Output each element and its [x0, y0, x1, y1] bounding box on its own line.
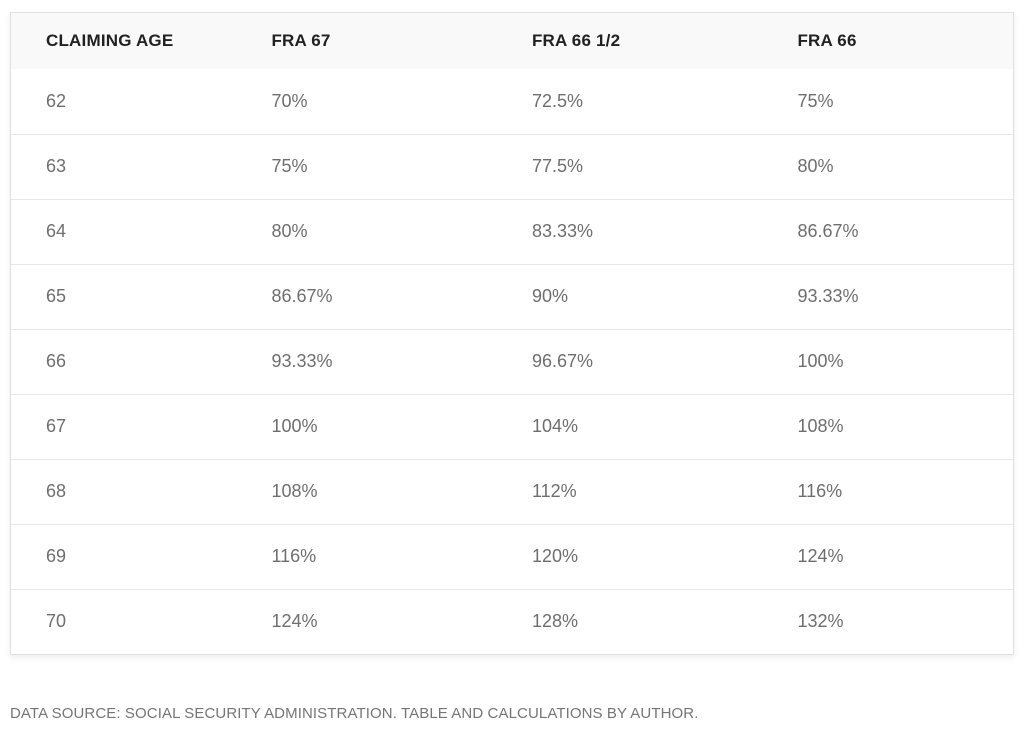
cell-fra-67: 86.67% [236, 263, 497, 329]
cell-fra-67: 70% [271, 90, 308, 111]
cell-claiming-age: 68 [11, 458, 237, 524]
cell-fra-66-1-2: 77.5% [496, 133, 763, 199]
cell-fra-67: 80% [236, 198, 497, 264]
cell-fra-67: 75% [236, 133, 497, 199]
cell-claiming-age: 65 [11, 263, 237, 329]
cell-fra-66-1-2: 120% [496, 523, 763, 589]
cell-claiming-age: 66 [11, 328, 237, 394]
cell-fra-66: 124% [762, 523, 1013, 589]
cell-fra-66-1-2: 112% [496, 458, 763, 524]
table-row-age-65: 65 86.67% 90% 93.33% [11, 263, 1013, 329]
table-row-age-66: 66 93.33% 96.67% 100% [11, 328, 1013, 394]
cell-fra-66: 100% [762, 328, 1013, 394]
table-row-age-62: 62 70% 72.5% 75% [11, 69, 1013, 134]
cell-fra-66-1-2: 83.33% [496, 198, 763, 264]
cell-fra-67: 116% [236, 523, 497, 589]
table-row-age-69: 69 116% 120% 124% [11, 523, 1013, 589]
table-row-age-64: 64 80% 83.33% 86.67% [11, 198, 1013, 264]
cell-fra-67: 108% [236, 458, 497, 524]
header-row: CLAIMING AGE FRA 67 FRA 66 1/2 FRA 66 [11, 13, 1013, 69]
cell-fra-66-1-2: 72.5% [531, 90, 583, 111]
cell-fra-66-1-2: 96.67% [496, 328, 763, 394]
cell-fra-66: 108% [762, 393, 1013, 459]
cell-fra-66-1-2: 90% [496, 263, 763, 329]
cell-fra-66: 93.33% [762, 263, 1013, 329]
cell-claiming-age: 69 [11, 523, 237, 589]
cell-fra-66: 116% [762, 458, 1013, 524]
cell-claiming-age: 70 [11, 588, 237, 654]
column-header-fra-66: FRA 66 [797, 31, 857, 50]
cell-fra-66: 80% [762, 133, 1013, 199]
cell-claiming-age: 63 [11, 133, 237, 199]
table-row-age-67: 67 100% 104% 108% [11, 393, 1013, 459]
table-row-age-68: 68 108% 112% 116% [11, 458, 1013, 524]
cell-fra-66: 75% [797, 90, 834, 111]
table-row-age-63: 63 75% 77.5% 80% [11, 133, 1013, 199]
cell-fra-66-1-2: 128% [496, 588, 763, 654]
cell-claiming-age: 67 [11, 393, 237, 459]
cell-fra-67: 100% [236, 393, 497, 459]
column-header-fra-67: FRA 67 [271, 31, 331, 50]
cell-fra-66: 132% [762, 588, 1013, 654]
column-header-fra-66-1-2: FRA 66 1/2 [531, 31, 621, 50]
column-header-claiming-age: CLAIMING AGE [46, 31, 174, 50]
table-row-age-70: 70 124% 128% 132% [11, 588, 1013, 654]
cell-claiming-age: 64 [11, 198, 237, 264]
cell-claiming-age: 62 [46, 90, 67, 111]
claiming-age-benefits-table: CLAIMING AGE FRA 67 FRA 66 1/2 FRA 66 62… [11, 13, 1013, 654]
cell-fra-67: 124% [236, 588, 497, 654]
benefits-table-card: CLAIMING AGE FRA 67 FRA 66 1/2 FRA 66 62… [10, 12, 1014, 655]
data-source-note: DATA SOURCE: SOCIAL SECURITY ADMINISTRAT… [10, 705, 699, 722]
cell-fra-66: 86.67% [762, 198, 1013, 264]
cell-fra-67: 93.33% [236, 328, 497, 394]
cell-fra-66-1-2: 104% [496, 393, 763, 459]
